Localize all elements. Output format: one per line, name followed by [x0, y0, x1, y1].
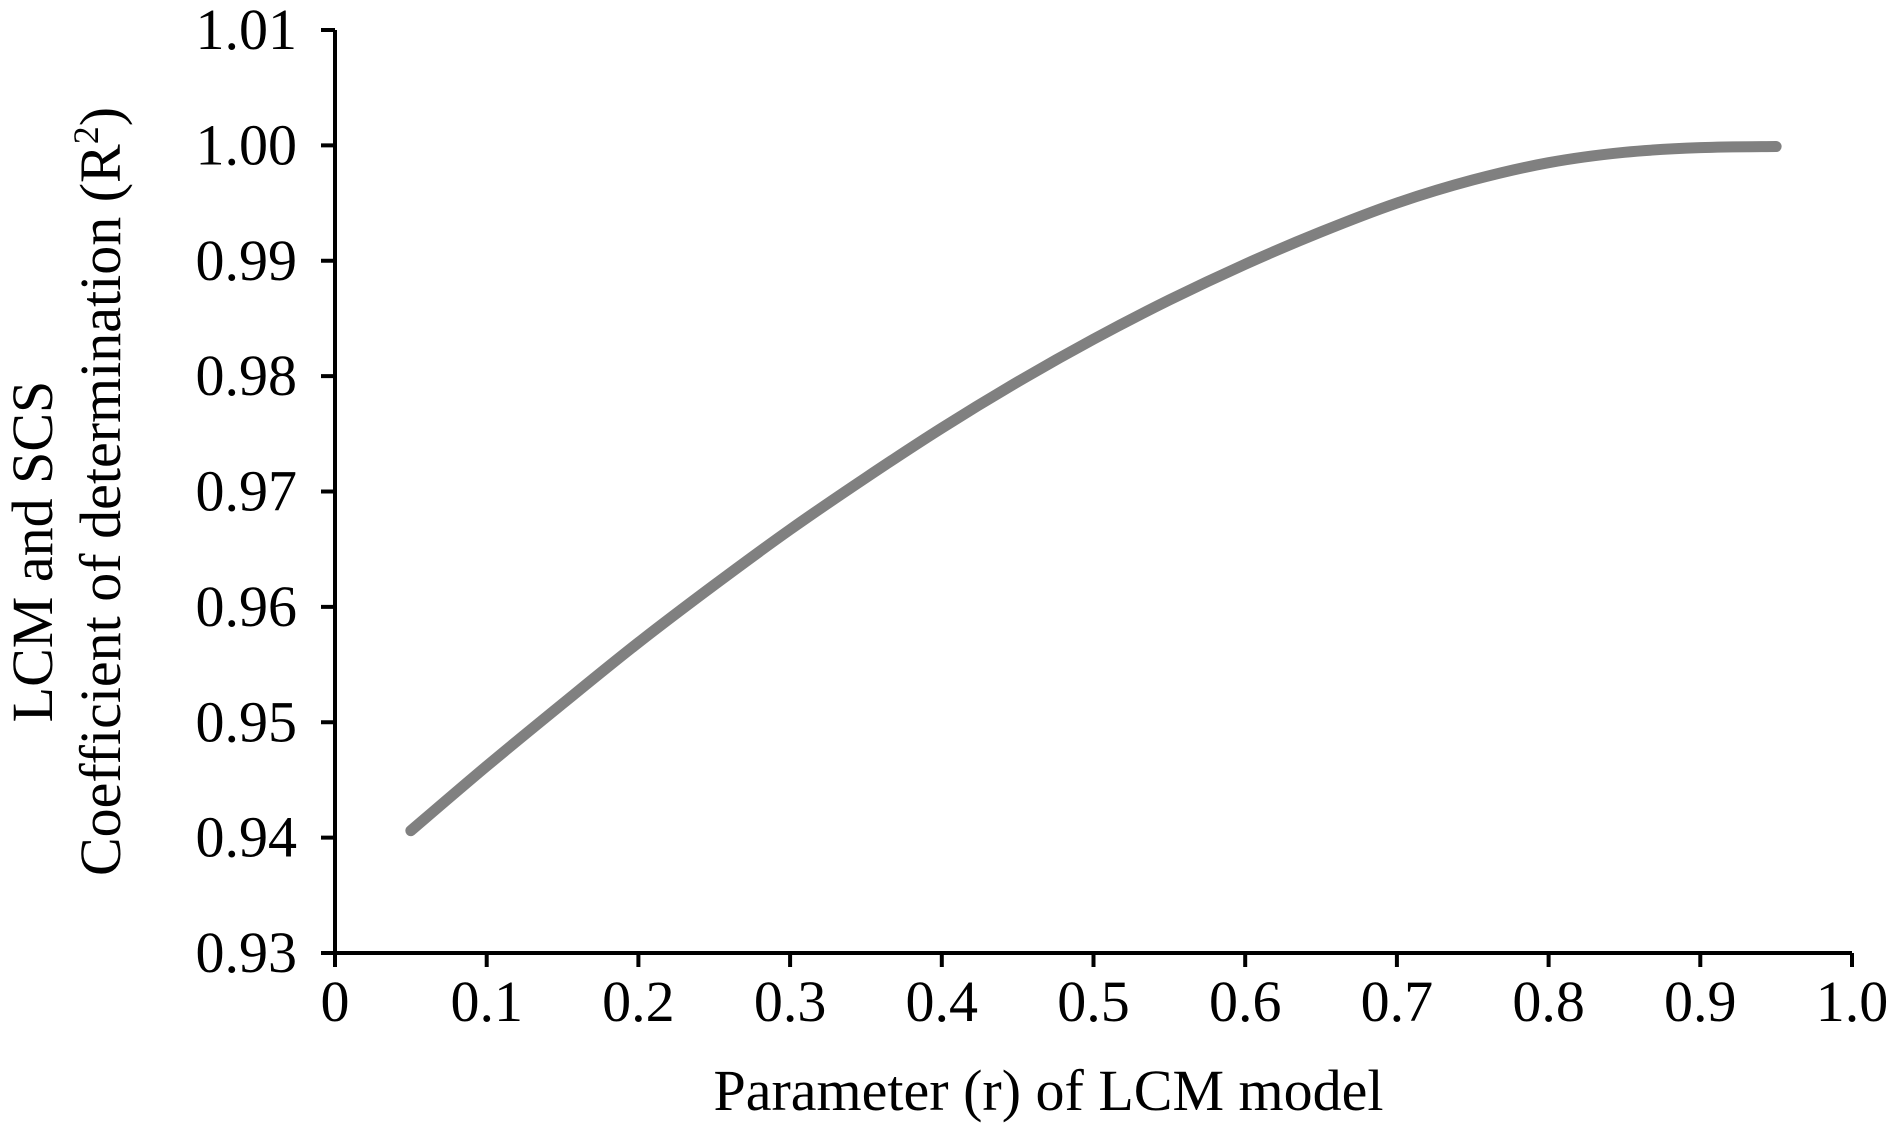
y-tick-label: 0.97 [196, 459, 298, 524]
x-tick-label: 0.7 [1361, 969, 1434, 1034]
y-tick-label: 0.95 [196, 689, 298, 754]
y-axis-title-line2-main: Coefficient of determination (R [68, 144, 133, 876]
x-tick-label: 0.5 [1057, 969, 1130, 1034]
y-axis-title: LCM and SCS Coefficient of determination… [0, 107, 133, 876]
series-layer [405, 141, 1782, 837]
x-tick-label: 0.4 [906, 969, 979, 1034]
x-ticks: 0 0.1 0.2 0.3 0.4 0.5 0.6 0.7 0.8 0.9 1.0 [321, 953, 1889, 1034]
y-axis-title-line1: LCM and SCS [0, 381, 65, 723]
x-tick-label: 0.9 [1664, 969, 1737, 1034]
y-axis-title-line2: Coefficient of determination (R2) [66, 107, 133, 876]
y-tick-label: 0.99 [196, 228, 298, 293]
y-tick-label: 0.94 [196, 805, 298, 870]
series-line [405, 141, 1782, 837]
x-tick-label: 0.2 [602, 969, 675, 1034]
x-tick-label: 0.1 [450, 969, 523, 1034]
y-axis-title-line2-end: ) [68, 107, 133, 126]
y-axis-title-superscript: 2 [66, 126, 106, 144]
y-tick-label: 0.93 [196, 920, 298, 985]
y-ticks: 0.93 0.94 0.95 0.96 0.97 0.98 0.99 1.00 1.01 [196, 0, 335, 985]
x-axis-title: Parameter (r) of LCM model [713, 1058, 1383, 1123]
x-tick-label: 0.6 [1209, 969, 1282, 1034]
x-tick-label: 1.0 [1816, 969, 1889, 1034]
x-tick-label: 0.3 [754, 969, 827, 1034]
y-tick-label: 0.98 [196, 343, 298, 408]
y-tick-label: 1.01 [196, 0, 298, 62]
axes [333, 30, 1852, 955]
y-tick-label: 0.96 [196, 574, 298, 639]
y-tick-label: 1.00 [196, 112, 298, 177]
x-tick-label: 0 [321, 969, 350, 1034]
x-tick-label: 0.8 [1512, 969, 1585, 1034]
